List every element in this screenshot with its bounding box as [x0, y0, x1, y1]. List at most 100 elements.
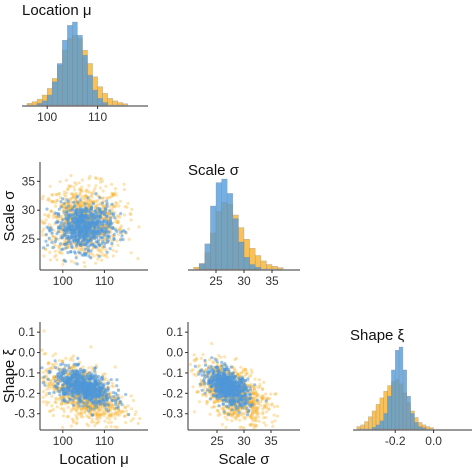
- scatter-point: [66, 414, 70, 418]
- scatter-point: [194, 356, 198, 361]
- scatter-point: [247, 408, 251, 413]
- scatter-point: [212, 405, 216, 409]
- scatter-point: [94, 363, 98, 367]
- scatter-point: [109, 424, 113, 429]
- x-tick-label: 25: [209, 274, 223, 288]
- scatter-point: [114, 220, 118, 224]
- scatter-point: [90, 365, 94, 369]
- scatter-point: [41, 221, 45, 225]
- scatter-point: [249, 415, 253, 420]
- scatter-point: [79, 248, 83, 252]
- scatter-point: [61, 359, 65, 363]
- scatter-point: [273, 392, 277, 396]
- scatter-point: [95, 414, 99, 418]
- scatter-point: [75, 408, 79, 412]
- scatter-point: [49, 210, 53, 214]
- scatter-point: [76, 247, 80, 251]
- scatter-point: [260, 398, 264, 402]
- histogram-bar: [31, 101, 38, 106]
- scatter-point: [67, 389, 71, 393]
- scatter-point: [50, 404, 54, 408]
- scatter-point: [207, 366, 211, 370]
- scatter-point: [87, 190, 92, 194]
- scatter-point: [98, 412, 102, 416]
- scatter-point: [105, 416, 109, 420]
- scatter-point: [105, 199, 109, 203]
- scatter-point: [48, 229, 52, 233]
- scatter-point: [254, 419, 258, 423]
- scatter-point: [267, 407, 271, 412]
- scatter-series-2: [193, 356, 268, 417]
- scatter-point: [102, 414, 106, 418]
- scatter-point: [94, 421, 98, 425]
- scatter-point: [69, 409, 73, 413]
- scatter-point: [73, 384, 77, 388]
- scatter-point: [69, 424, 73, 428]
- y-tick-label: -0.1: [14, 366, 35, 380]
- scatter-point: [249, 396, 253, 400]
- scatter-point: [252, 409, 256, 413]
- scatter-point: [93, 366, 97, 370]
- scatter-point: [57, 245, 62, 249]
- scatter-point: [84, 407, 88, 411]
- scatter-point: [100, 409, 104, 413]
- scatter-point: [252, 392, 256, 396]
- histogram-bar: [112, 100, 119, 106]
- scatter-point: [61, 407, 65, 411]
- scatter-point: [269, 392, 273, 396]
- scatter-point: [86, 405, 90, 409]
- scatter-point: [254, 409, 258, 413]
- scatter-point: [113, 416, 117, 421]
- scatter-point: [41, 194, 45, 198]
- scatter-point: [222, 390, 226, 394]
- scatter-point: [70, 375, 74, 379]
- histogram-bar: [198, 263, 206, 270]
- scatter-point: [78, 377, 83, 381]
- scatter-point: [52, 376, 56, 381]
- scatter-point: [87, 409, 91, 413]
- scatter-series-2: [42, 192, 128, 266]
- scatter-point: [255, 409, 259, 413]
- scatter-point: [202, 373, 206, 377]
- scatter-point: [47, 369, 51, 373]
- panel-title: Location μ: [22, 2, 92, 19]
- scatter-point: [267, 407, 271, 411]
- scatter-point: [249, 423, 253, 427]
- scatter-point: [71, 196, 75, 200]
- y-tick-label: 35: [22, 174, 36, 188]
- scatter-point: [249, 416, 253, 420]
- scatter-point: [42, 352, 46, 356]
- scatter-point: [50, 231, 54, 235]
- scatter-point: [255, 392, 259, 396]
- scatter-point: [49, 381, 53, 385]
- scatter-point: [60, 395, 64, 399]
- scatter-point: [96, 257, 100, 261]
- scatter-point: [253, 392, 257, 396]
- scatter-point: [122, 414, 126, 418]
- histogram-bar: [26, 103, 33, 106]
- histogram-bar: [391, 369, 396, 430]
- scatter-point: [123, 405, 127, 409]
- scatter-point: [94, 417, 98, 421]
- scatter-point: [66, 371, 70, 375]
- scatter-point: [251, 392, 255, 397]
- scatter-point: [215, 396, 219, 401]
- scatter-point: [121, 409, 125, 413]
- scatter-point: [50, 193, 54, 197]
- scatter-point: [91, 202, 96, 206]
- scatter-point: [80, 213, 84, 217]
- scatter-point: [114, 402, 118, 406]
- scatter-point: [98, 416, 102, 420]
- scatter-point: [126, 201, 130, 205]
- scatter-point: [116, 221, 120, 225]
- scatter-point: [59, 363, 63, 367]
- scatter-point: [119, 411, 123, 415]
- scatter-point: [80, 225, 84, 229]
- scatter-point: [251, 409, 255, 413]
- scatter-point: [48, 184, 52, 188]
- scatter-point: [104, 184, 108, 188]
- scatter-point: [94, 192, 98, 196]
- scatter-point: [129, 213, 133, 217]
- scatter-point: [59, 221, 64, 225]
- scatter-point: [69, 259, 73, 263]
